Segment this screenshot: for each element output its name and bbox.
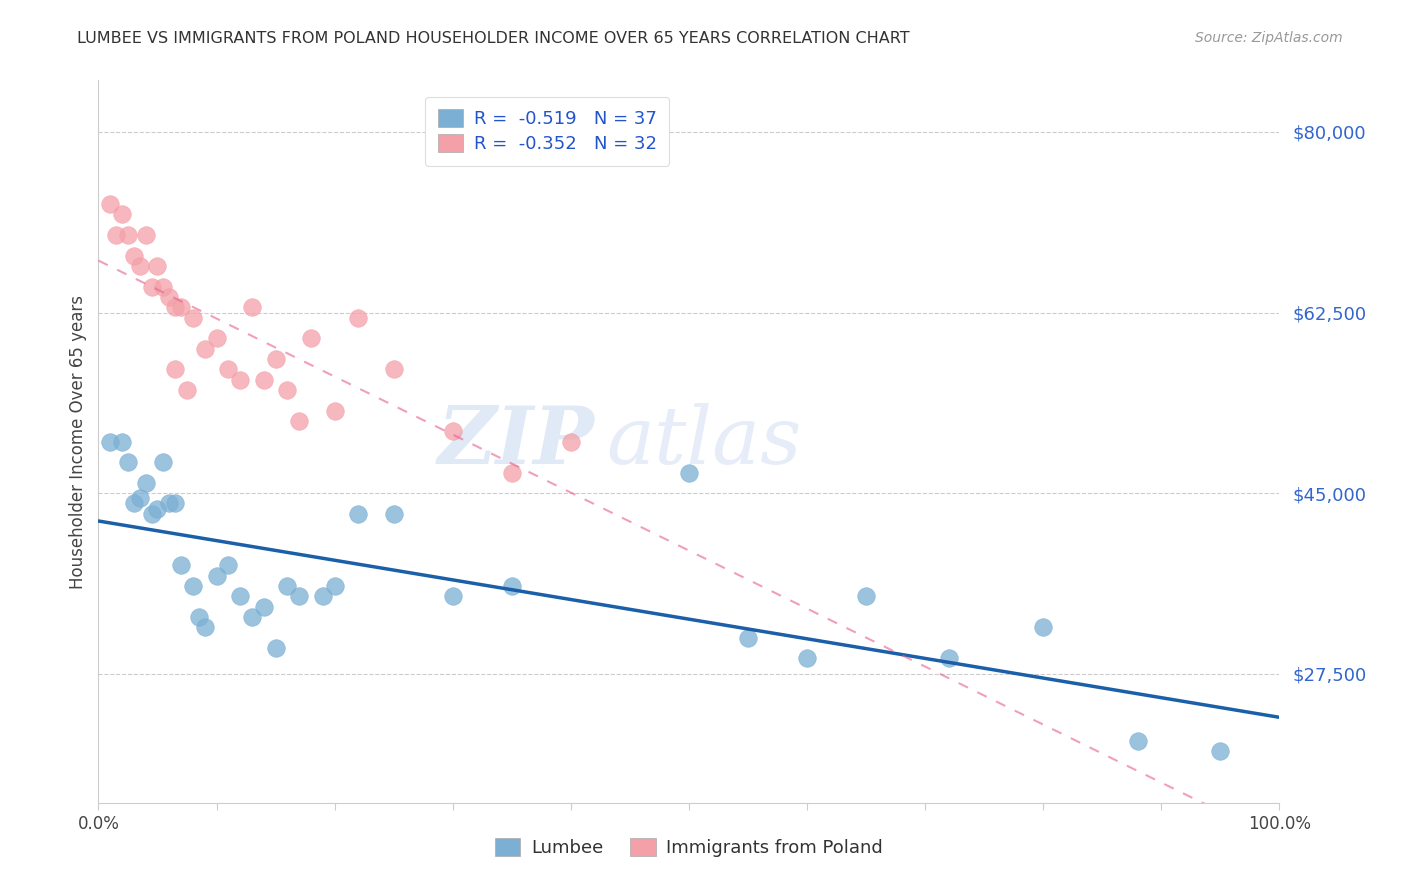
Point <box>501 579 523 593</box>
Point <box>194 620 217 634</box>
Point <box>347 310 370 325</box>
Point <box>111 434 134 449</box>
Point <box>678 466 700 480</box>
Point <box>938 651 960 665</box>
Point <box>312 590 335 604</box>
Point <box>737 631 759 645</box>
Point <box>117 455 139 469</box>
Point <box>1032 620 1054 634</box>
Point <box>382 362 405 376</box>
Point <box>253 599 276 614</box>
Point <box>135 228 157 243</box>
Point <box>253 373 276 387</box>
Point <box>105 228 128 243</box>
Point <box>288 590 311 604</box>
Point <box>240 301 263 315</box>
Point <box>276 579 298 593</box>
Point <box>276 383 298 397</box>
Point <box>1126 734 1149 748</box>
Point <box>347 507 370 521</box>
Point <box>194 342 217 356</box>
Point <box>165 496 187 510</box>
Point <box>170 301 193 315</box>
Text: Source: ZipAtlas.com: Source: ZipAtlas.com <box>1195 31 1343 45</box>
Point <box>117 228 139 243</box>
Point <box>152 455 174 469</box>
Point <box>146 259 169 273</box>
Point <box>217 558 239 573</box>
Point <box>181 579 204 593</box>
Point <box>165 301 187 315</box>
Point <box>111 207 134 221</box>
Point <box>122 496 145 510</box>
Point <box>98 434 121 449</box>
Point <box>560 434 582 449</box>
Point <box>181 310 204 325</box>
Point <box>176 383 198 397</box>
Point <box>205 568 228 582</box>
Point <box>141 507 163 521</box>
Point <box>382 507 405 521</box>
Point <box>229 590 252 604</box>
Point <box>288 414 311 428</box>
Point <box>146 501 169 516</box>
Point <box>441 590 464 604</box>
Point <box>152 279 174 293</box>
Point <box>122 249 145 263</box>
Point <box>264 640 287 655</box>
Point <box>855 590 877 604</box>
Point <box>323 579 346 593</box>
Point <box>128 259 150 273</box>
Point <box>299 331 322 345</box>
Point <box>217 362 239 376</box>
Point <box>157 496 180 510</box>
Point <box>165 362 187 376</box>
Point <box>187 610 209 624</box>
Legend: Lumbee, Immigrants from Poland: Lumbee, Immigrants from Poland <box>485 830 893 866</box>
Text: ZIP: ZIP <box>437 403 595 480</box>
Point <box>205 331 228 345</box>
Point <box>141 279 163 293</box>
Point <box>1209 744 1232 758</box>
Point <box>323 403 346 417</box>
Point <box>501 466 523 480</box>
Point <box>170 558 193 573</box>
Text: LUMBEE VS IMMIGRANTS FROM POLAND HOUSEHOLDER INCOME OVER 65 YEARS CORRELATION CH: LUMBEE VS IMMIGRANTS FROM POLAND HOUSEHO… <box>77 31 910 46</box>
Point <box>128 491 150 506</box>
Text: atlas: atlas <box>606 403 801 480</box>
Point <box>240 610 263 624</box>
Point <box>229 373 252 387</box>
Point <box>441 424 464 438</box>
Point <box>135 475 157 490</box>
Point <box>98 197 121 211</box>
Point <box>796 651 818 665</box>
Point <box>264 351 287 366</box>
Y-axis label: Householder Income Over 65 years: Householder Income Over 65 years <box>69 294 87 589</box>
Point <box>157 290 180 304</box>
